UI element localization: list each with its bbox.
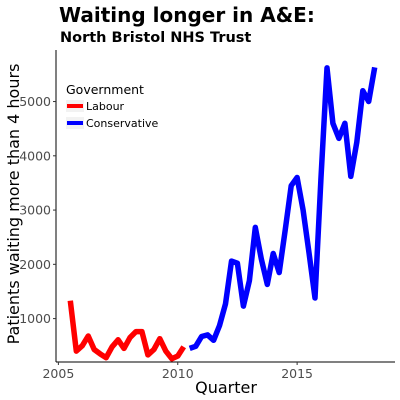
legend: Government Labour Conservative [66,82,159,130]
series-line-labour [67,300,187,362]
x-axis-title: Quarter [195,378,257,397]
y-tick-label: 4000 [19,148,51,163]
chart-title: Waiting longer in A&E: [59,3,315,27]
y-tick-label: 2000 [19,257,51,272]
y-axis-title: Patients waiting more than 4 hours [4,64,23,345]
legend-label-conservative: Conservative [86,117,159,130]
x-tick-label: 2015 [281,366,313,381]
series-lines [67,65,378,362]
x-axis-ticks: 2005 2010 2015 [42,362,313,381]
y-tick-label: 3000 [19,203,51,218]
plot-area: 1000 2000 3000 4000 5000 2005 2010 2015 [19,50,395,381]
legend-label-labour: Labour [86,100,125,113]
x-tick-label: 2005 [42,366,74,381]
series-line-conservative [188,65,378,351]
chart-subtitle: North Bristol NHS Trust [60,30,251,46]
legend-title: Government [66,82,144,97]
y-tick-label: 1000 [19,311,51,326]
x-tick-label: 2010 [162,366,194,381]
y-axis-ticks: 1000 2000 3000 4000 5000 [19,94,56,326]
y-tick-label: 5000 [19,94,51,109]
